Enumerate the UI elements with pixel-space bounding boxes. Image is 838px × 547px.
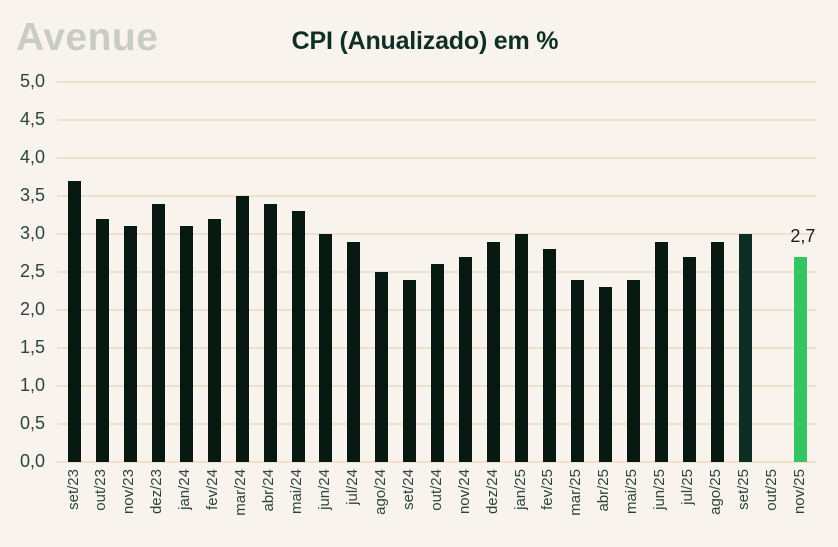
x-axis-label-jul/25: jul/25 <box>679 469 697 505</box>
y-axis-label-0,5: 0,5 <box>19 413 45 433</box>
x-axis-label-jun/25: jun/25 <box>651 469 669 510</box>
y-axis-label-3,0: 3,0 <box>19 223 45 243</box>
x-axis-label-out/25: out/25 <box>763 469 780 511</box>
x-axis-label-jun/24: jun/24 <box>315 469 333 510</box>
x-axis-label-set/24: set/24 <box>399 469 417 510</box>
bar-set/24 <box>403 279 417 462</box>
bar-abr/25 <box>598 287 612 462</box>
chart-title: CPI (Anualizado) em % <box>291 27 559 55</box>
bar-ago/25 <box>710 241 724 462</box>
gridline-0,0 <box>57 461 816 463</box>
bar-mar/25 <box>570 279 584 462</box>
bar-set/23 <box>68 180 81 462</box>
y-axis-label-0,0: 0,0 <box>19 451 45 471</box>
bar-jan/24 <box>179 226 193 462</box>
gridline-3,5 <box>57 195 816 197</box>
x-axis-label-out/24: out/24 <box>427 469 445 511</box>
y-axis-label-2,5: 2,5 <box>19 261 45 281</box>
avenue-logo: Avenue <box>16 16 159 59</box>
x-axis-label-fev/24: fev/24 <box>204 469 222 510</box>
x-axis-label-out/23: out/23 <box>92 469 110 511</box>
gridline-4,0 <box>57 157 816 159</box>
x-axis-label-nov/24: nov/24 <box>455 469 473 515</box>
gridline-4,5 <box>57 119 816 121</box>
bar-ago/24 <box>375 272 389 462</box>
y-axis-label-3,5: 3,5 <box>19 185 45 205</box>
x-axis-label-ago/25: ago/25 <box>707 469 725 515</box>
x-axis-label-nov/25: nov/25 <box>790 469 808 515</box>
bar-jul/24 <box>347 241 361 462</box>
bar-jun/24 <box>319 234 333 462</box>
bar-out/24 <box>431 264 445 462</box>
gridline-3,0 <box>57 233 816 235</box>
x-axis-label-ago/24: ago/24 <box>371 469 389 515</box>
bar-mar/24 <box>235 196 249 462</box>
bar-abr/24 <box>263 203 277 462</box>
x-axis-label-set/25: set/25 <box>735 469 753 510</box>
x-axis-label-jan/25: jan/25 <box>511 469 529 510</box>
bar-mai/25 <box>626 279 640 462</box>
x-axis-label-abr/25: abr/25 <box>595 469 613 512</box>
x-axis-label-mar/25: mar/25 <box>567 469 585 516</box>
x-axis-label-dez/23: dez/23 <box>148 469 166 515</box>
bar-jul/25 <box>682 256 696 462</box>
bar-mai/24 <box>291 211 305 462</box>
bar-set/25 <box>738 234 752 462</box>
x-axis-label-abr/24: abr/24 <box>260 469 278 512</box>
x-axis-label-mai/24: mai/24 <box>288 469 306 515</box>
x-axis-label-jul/24: jul/24 <box>343 469 361 505</box>
x-axis-label-fev/25: fev/25 <box>539 469 557 510</box>
y-axis-label-2,0: 2,0 <box>19 299 45 319</box>
y-axis-label-5,0: 5,0 <box>19 71 45 91</box>
estimate-value-label: 2,7 <box>790 225 816 246</box>
y-axis-label-1,5: 1,5 <box>19 337 45 357</box>
bar-fev/25 <box>542 249 556 462</box>
bar-jun/25 <box>654 241 668 462</box>
bar-fev/24 <box>207 218 221 462</box>
y-axis-label-4,5: 4,5 <box>19 109 45 129</box>
bar-nov/23 <box>123 226 137 462</box>
bar-out/23 <box>95 218 109 462</box>
x-axis-label-dez/24: dez/24 <box>483 469 501 515</box>
x-axis-label-nov/23: nov/23 <box>120 469 138 515</box>
bar-dez/24 <box>487 241 501 462</box>
bar-nov/24 <box>459 256 473 462</box>
bar-dez/23 <box>151 203 165 462</box>
bar-jan/25 <box>515 234 529 462</box>
x-axis-label-mar/24: mar/24 <box>232 469 250 516</box>
x-axis-label-mai/25: mai/25 <box>623 469 641 515</box>
x-axis-label-set/23: set/23 <box>64 469 82 510</box>
bar-nov/25 <box>794 256 808 462</box>
gridline-5,0 <box>57 81 816 83</box>
y-axis-label-4,0: 4,0 <box>19 147 45 167</box>
y-axis-label-1,0: 1,0 <box>19 375 45 395</box>
x-axis-label-jan/24: jan/24 <box>176 469 194 510</box>
